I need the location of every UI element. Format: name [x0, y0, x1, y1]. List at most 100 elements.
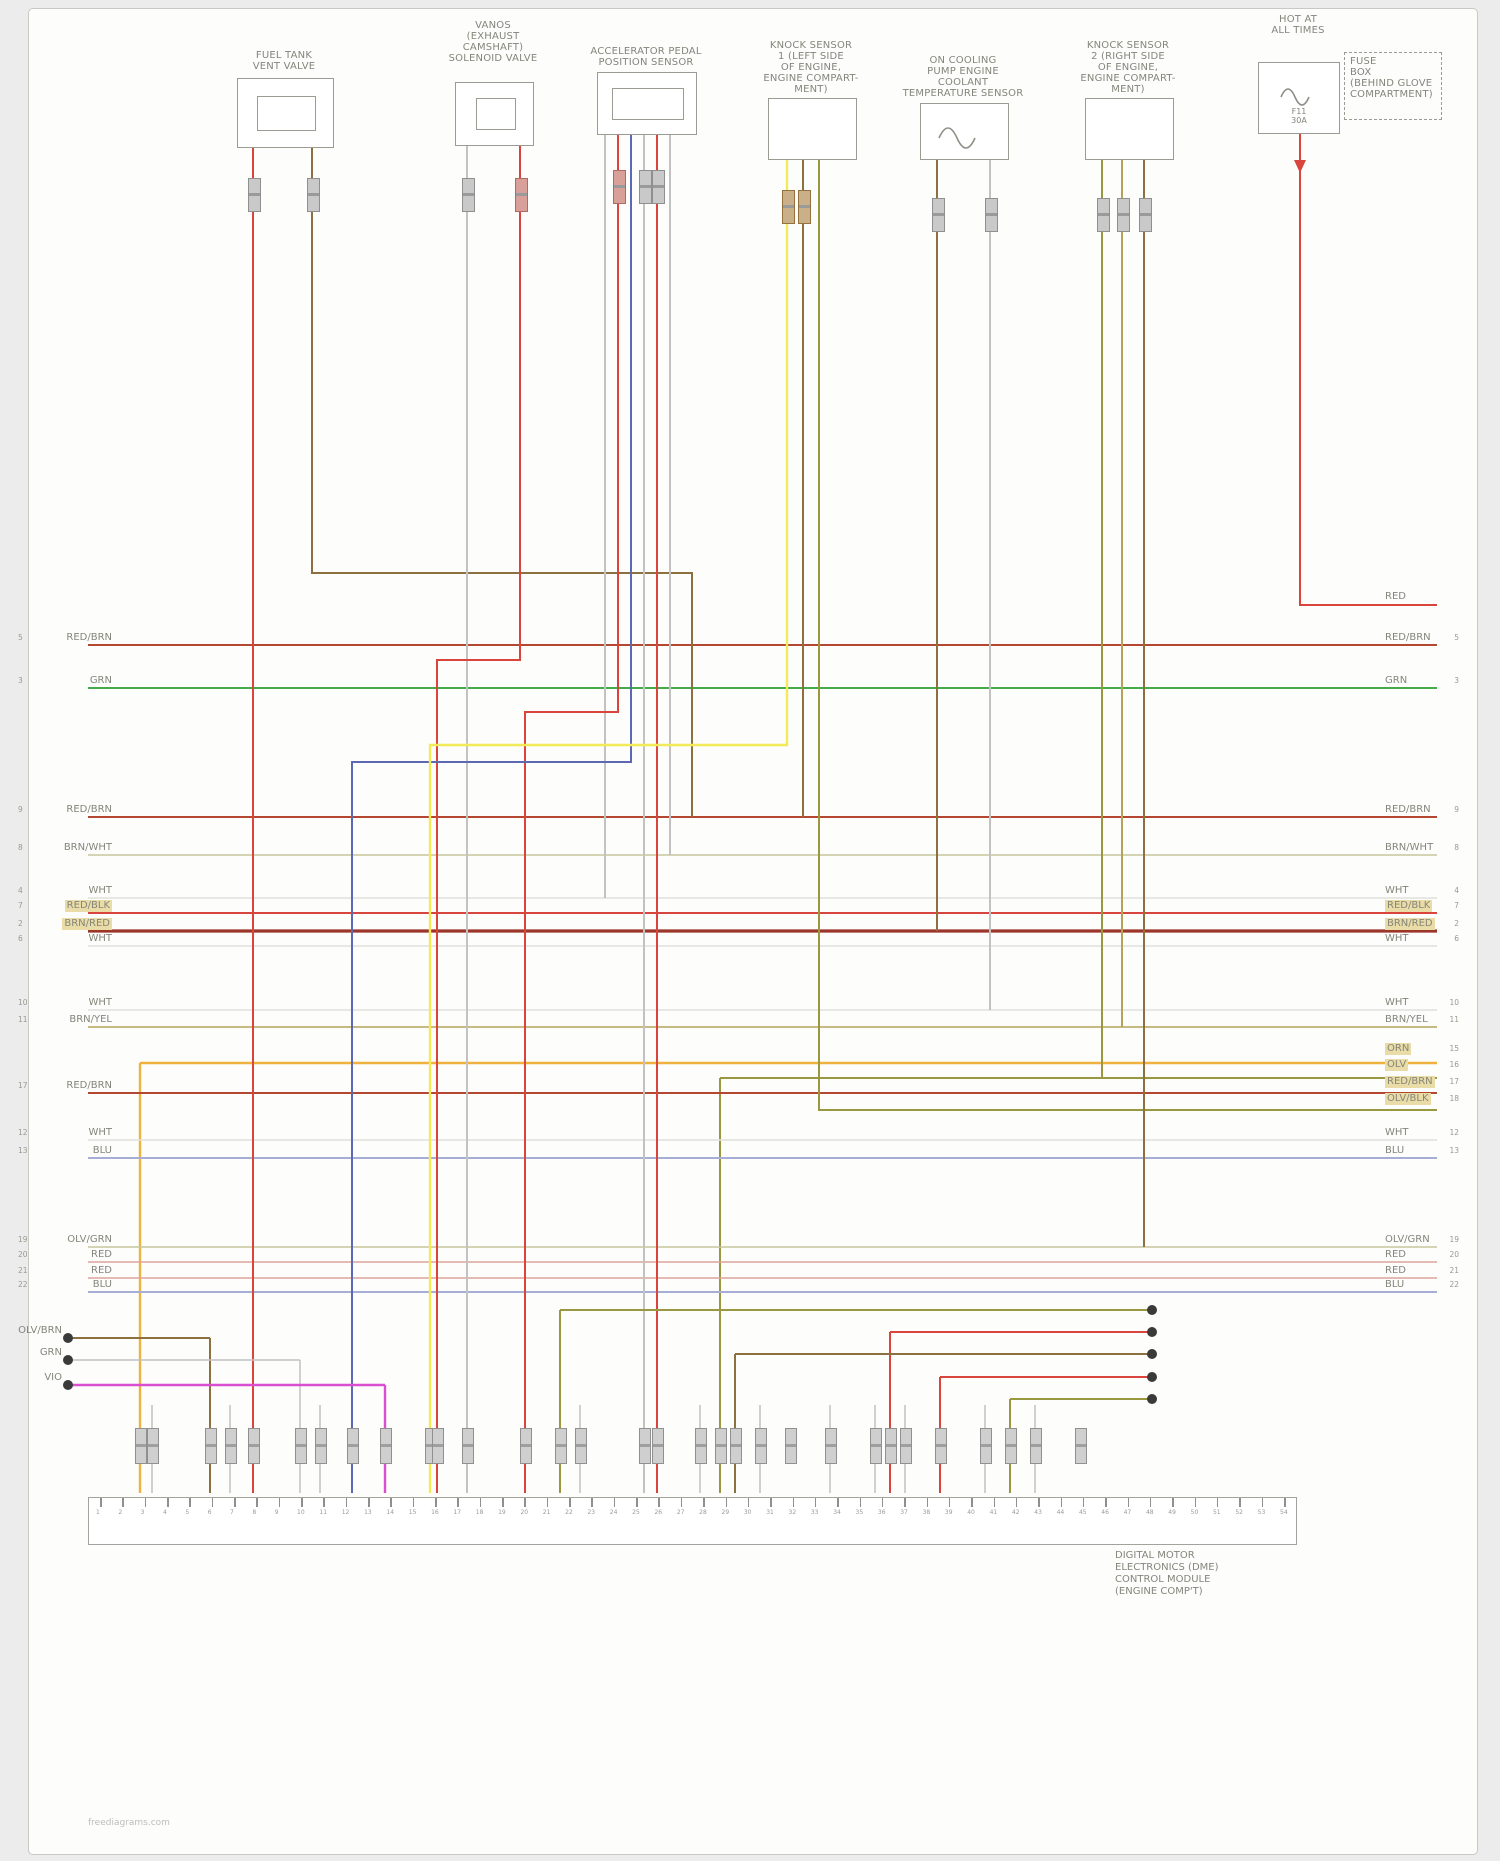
ecm-pin-connector: [1075, 1428, 1087, 1464]
ecm-pin-number: 30: [743, 1509, 752, 1516]
ecm-pin-tick: [904, 1498, 906, 1507]
ecm-pin-tick: [993, 1498, 996, 1507]
ecm-pin-tick: [569, 1498, 571, 1507]
ecm-pin-connector: [695, 1428, 707, 1464]
ecm-pin-connector: [755, 1428, 767, 1464]
ecm-pin-tick: [680, 1498, 683, 1507]
ecm-pin-tick: [837, 1498, 839, 1507]
ecm-pin-number: 32: [788, 1509, 797, 1516]
ecm-pin-number: 31: [766, 1509, 774, 1516]
wire-label-right: WHT 4: [1385, 885, 1459, 896]
ecm-pin-number: 38: [922, 1509, 931, 1516]
ecm-pin-number: 16: [431, 1509, 439, 1516]
ecm-pin-number: 29: [721, 1509, 730, 1516]
ecm-pin-tick: [591, 1498, 593, 1507]
wire-label-left: VIO: [44, 1372, 62, 1383]
component-label: VANOS (EXHAUST CAMSHAFT) SOLENOID VALVE: [448, 20, 538, 64]
fuse-box-outline: [1344, 52, 1442, 120]
ecm-pin-tick: [546, 1498, 549, 1507]
ecm-pin-tick: [256, 1498, 258, 1507]
ecm-pin-number: 9: [274, 1509, 279, 1516]
component-knock-sensor-1: [768, 98, 857, 160]
ecm-pin-number: 3: [140, 1509, 145, 1516]
ecm-pin-number: 42: [1011, 1509, 1020, 1516]
component-fuse: F11 30A: [1258, 62, 1340, 134]
ecm-pin-number: 34: [833, 1509, 841, 1516]
ecm-pin-number: 45: [1078, 1509, 1087, 1516]
inline-connector: [984, 198, 998, 232]
wire-label-right: WHT 12: [1385, 1127, 1459, 1138]
ecm-pin-tick: [278, 1498, 281, 1507]
ecm-pin-tick: [1284, 1498, 1286, 1507]
ecm-pin-number: 7: [230, 1509, 234, 1516]
ecm-pin-number: 49: [1168, 1509, 1176, 1516]
wire-label-left: 12 WHT: [18, 1127, 112, 1138]
inline-connector: [781, 190, 795, 224]
ecm-pin-number: 48: [1145, 1509, 1154, 1516]
ecm-pin-tick: [1105, 1498, 1107, 1507]
ecm-pin-connector: [462, 1428, 474, 1464]
wire-label-right: RED 21: [1385, 1265, 1459, 1276]
ecm-pin-number: 19: [498, 1509, 506, 1516]
component-label: KNOCK SENSOR 1 (LEFT SIDE OF ENGINE, ENG…: [763, 40, 859, 95]
ecm-pin-tick: [814, 1498, 817, 1507]
ecm-pin-number: 1: [96, 1509, 100, 1516]
wire-label-right: RED: [1385, 591, 1406, 602]
ecm-pin-connector: [825, 1428, 837, 1464]
inline-connector: [638, 170, 652, 204]
ecm-pin-connector: [715, 1428, 727, 1464]
wire-label-left: 21 RED: [18, 1265, 112, 1276]
wire-label-left: 7 RED/BLK: [18, 900, 112, 912]
ecm-pin-number: 12: [341, 1509, 350, 1516]
ecm-pin-tick: [502, 1498, 504, 1507]
ecm-pin-number: 13: [364, 1509, 372, 1516]
ecm-pin-connector: [1030, 1428, 1042, 1464]
ecm-pin-tick: [1239, 1498, 1241, 1507]
ecm-pin-tick: [345, 1498, 348, 1507]
component-vanos-solenoid-valve: [455, 82, 534, 146]
wire-label-left: 19 OLV/GRN: [18, 1234, 112, 1245]
ecm-pin-tick: [703, 1498, 705, 1507]
ecm-pin-tick: [457, 1498, 459, 1507]
wire-label-right: RED 20: [1385, 1249, 1459, 1260]
ecm-pin-number: 46: [1101, 1509, 1109, 1516]
ecm-pin-number: 20: [520, 1509, 529, 1516]
component-fuel-tank-vent-valve: [237, 78, 334, 148]
ecm-pin-number: 26: [654, 1509, 663, 1516]
component-label: FUEL TANK VENT VALVE: [252, 50, 316, 72]
ecm-pin-number: 50: [1190, 1509, 1199, 1516]
ecm-pin-tick: [1261, 1498, 1264, 1507]
ecm-pin-number: 35: [855, 1509, 864, 1516]
ecm-pin-connector: [295, 1428, 307, 1464]
fuse-curve-icon: [1280, 88, 1310, 106]
inline-connector: [461, 178, 475, 212]
ecm-pin-number: 36: [877, 1509, 886, 1516]
ecm-pin-number: 6: [207, 1509, 212, 1516]
ecm-pin-connector: [315, 1428, 327, 1464]
ecm-pin-number: 39: [944, 1509, 953, 1516]
ecm-pin-connector: [575, 1428, 587, 1464]
wire-label-right: BRN/WHT 8: [1385, 842, 1459, 853]
ecm-pin-tick: [524, 1498, 526, 1507]
ecm-pin-number: 54: [1280, 1509, 1288, 1516]
ecm-pin-connector: [135, 1428, 147, 1464]
ecm-pin-tick: [479, 1498, 482, 1507]
component-symbol: [257, 96, 316, 131]
wire-label-right: GRN 3: [1385, 675, 1459, 686]
ecm-pin-tick: [658, 1498, 660, 1507]
ecm-pin-tick: [144, 1498, 147, 1507]
ecm-pin-number: 33: [810, 1509, 819, 1516]
ecm-pin-tick: [1060, 1498, 1063, 1507]
wire-label-right: WHT 6: [1385, 933, 1459, 944]
ecm-pin-tick: [1127, 1498, 1130, 1507]
ecm-pin-tick: [926, 1498, 929, 1507]
wire-label-right: ORN 15: [1385, 1043, 1459, 1055]
wire-label-right: RED/BRN 17: [1385, 1076, 1459, 1088]
wire-label-left: 11 BRN/YEL: [18, 1014, 112, 1025]
ecm-pin-number: 24: [609, 1509, 618, 1516]
ecm-pin-tick: [122, 1498, 124, 1507]
ecm-pin-connector: [147, 1428, 159, 1464]
component-knock-sensor-2: [1085, 98, 1174, 160]
ecm-pin-tick: [613, 1498, 616, 1507]
wire-label-right: BRN/RED 2: [1385, 918, 1459, 930]
